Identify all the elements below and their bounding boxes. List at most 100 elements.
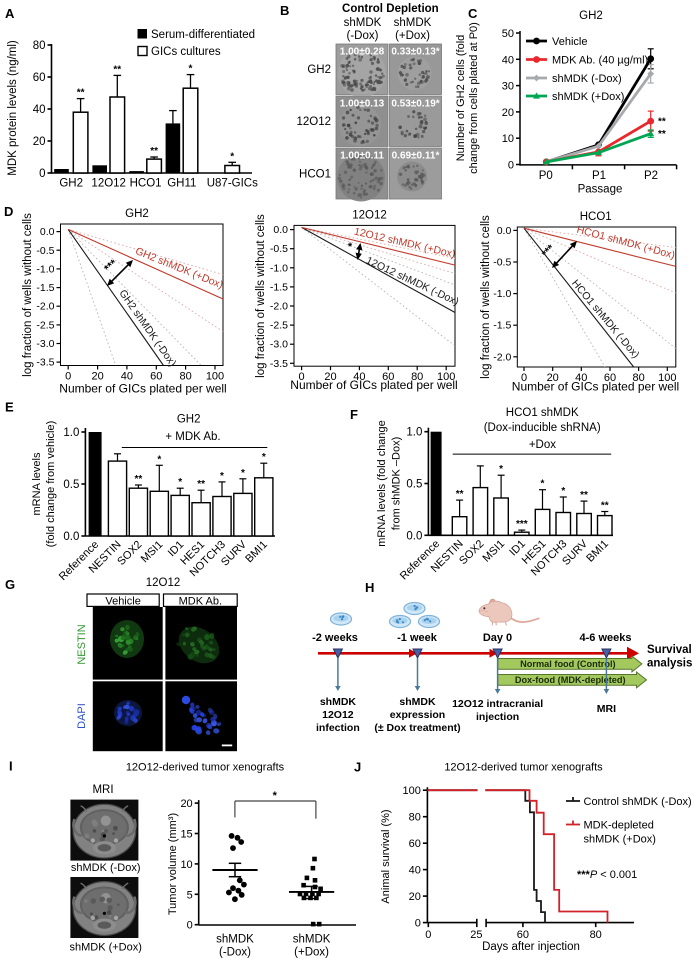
svg-text:shMDK: shMDK	[293, 934, 331, 946]
svg-text:***: ***	[102, 257, 120, 275]
svg-text:MSI1: MSI1	[139, 539, 166, 566]
svg-text:Dox-food (MDK-depleted): Dox-food (MDK-depleted)	[515, 675, 626, 685]
svg-text:(fold change from vehicle): (fold change from vehicle)	[45, 421, 57, 548]
svg-text:+Dox: +Dox	[529, 439, 556, 451]
svg-text:100: 100	[206, 371, 224, 383]
svg-text:shMDK (-Dox): shMDK (-Dox)	[71, 862, 141, 874]
svg-text:Day 0: Day 0	[483, 632, 512, 644]
svg-text:12O12-derived tumor xenografts: 12O12-derived tumor xenografts	[126, 762, 285, 774]
svg-text:40: 40	[409, 865, 421, 877]
svg-text:Vehicle: Vehicle	[552, 36, 587, 48]
svg-text:D: D	[4, 204, 13, 219]
svg-text:0.33±0.13*: 0.33±0.13*	[391, 47, 439, 58]
svg-text:log fraction of wells without: log fraction of wells without cells	[22, 213, 34, 377]
svg-text:mRNA levels: mRNA levels	[31, 452, 43, 515]
svg-text:80: 80	[179, 371, 191, 383]
svg-text:40: 40	[502, 54, 514, 66]
svg-text:**: **	[456, 489, 464, 500]
svg-text:*: *	[499, 464, 503, 475]
svg-text:-3.0: -3.0	[36, 338, 54, 350]
svg-text:Control shMDK (-Dox): Control shMDK (-Dox)	[584, 796, 692, 808]
svg-text:1.0: 1.0	[406, 427, 422, 439]
svg-text:0: 0	[65, 371, 71, 383]
svg-text:G: G	[5, 577, 15, 592]
svg-text:60: 60	[409, 838, 421, 850]
svg-text:J: J	[354, 760, 361, 775]
svg-text:20: 20	[547, 372, 559, 384]
svg-text:100: 100	[403, 785, 421, 797]
svg-text:20: 20	[180, 798, 192, 810]
svg-text:**: **	[658, 117, 666, 128]
svg-text:MRI: MRI	[597, 703, 616, 715]
svg-text:60: 60	[517, 929, 529, 941]
svg-text:HCO1: HCO1	[130, 178, 162, 190]
svg-text:-1.0: -1.0	[270, 262, 288, 274]
svg-text:HCO1: HCO1	[580, 211, 612, 223]
svg-text:Number of GICs plated per well: Number of GICs plated per well	[512, 380, 679, 394]
svg-text:20: 20	[324, 371, 336, 383]
svg-text:0: 0	[425, 929, 431, 941]
svg-text:80: 80	[411, 371, 423, 383]
svg-text:0.0: 0.0	[406, 530, 422, 542]
svg-text:SOX2: SOX2	[115, 539, 144, 568]
svg-text:-2.0: -2.0	[270, 301, 288, 313]
svg-text:-1.0: -1.0	[36, 263, 54, 275]
svg-text:log fraction of wells without: log fraction of wells without cells	[480, 215, 492, 379]
svg-text:0.0: 0.0	[273, 224, 288, 236]
svg-text:**: **	[580, 490, 588, 501]
svg-text:4-6 weeks: 4-6 weeks	[580, 632, 632, 644]
svg-text:-2 weeks: -2 weeks	[312, 632, 358, 644]
svg-text:12O12: 12O12	[91, 178, 126, 190]
svg-text:-2.0: -2.0	[493, 351, 511, 363]
svg-text:**: **	[135, 474, 143, 485]
svg-text:from shMDK –Dox): from shMDK –Dox)	[391, 437, 403, 531]
svg-text:50: 50	[502, 28, 514, 40]
svg-text:shMDK: shMDK	[344, 17, 382, 29]
svg-text:25: 25	[470, 929, 482, 941]
svg-text:80: 80	[632, 372, 644, 384]
svg-text:Animal survival (%): Animal survival (%)	[380, 809, 392, 903]
svg-text:0.69±0.11*: 0.69±0.11*	[392, 151, 440, 162]
svg-text:HCO1: HCO1	[299, 169, 331, 181]
svg-text:**: **	[150, 146, 158, 157]
svg-text:1.00±0.11: 1.00±0.11	[340, 151, 384, 162]
svg-text:**: **	[77, 88, 85, 99]
svg-text:0.0: 0.0	[63, 531, 79, 543]
svg-text:**: **	[658, 129, 666, 140]
svg-text:-0.5: -0.5	[36, 245, 54, 257]
svg-text:12O12 intracranial: 12O12 intracranial	[452, 698, 543, 710]
svg-text:shMDK (+Dox): shMDK (+Dox)	[69, 942, 141, 954]
svg-text:GH2: GH2	[177, 414, 201, 426]
svg-text:**: **	[197, 479, 205, 490]
svg-text:(-Dox): (-Dox)	[347, 30, 379, 42]
svg-text:Passage: Passage	[578, 184, 623, 196]
svg-text:U87-GICs: U87-GICs	[207, 178, 258, 190]
svg-text:*: *	[262, 452, 266, 463]
svg-text:*: *	[273, 790, 278, 802]
svg-text:shMDK: shMDK	[216, 934, 254, 946]
svg-text:HCO1 shMDK (-Dox): HCO1 shMDK (-Dox)	[569, 277, 642, 360]
svg-text:15: 15	[180, 829, 192, 841]
svg-text:-2.0: -2.0	[36, 301, 54, 313]
svg-text:GH2: GH2	[125, 208, 149, 220]
svg-text:P1: P1	[592, 170, 606, 182]
svg-text:12O12: 12O12	[296, 116, 331, 128]
svg-text:A: A	[5, 6, 15, 21]
svg-text:Normal food (Control): Normal food (Control)	[520, 659, 615, 669]
svg-text:Vehicle: Vehicle	[105, 595, 140, 607]
svg-text:Serum-differentiated: Serum-differentiated	[151, 29, 255, 41]
svg-text:-3.5: -3.5	[270, 358, 288, 370]
svg-text:H: H	[365, 580, 374, 595]
svg-text:Control: Control	[342, 3, 383, 15]
svg-text:Number of GH2 cells (fold: Number of GH2 cells (fold	[455, 35, 467, 162]
svg-text:20: 20	[409, 891, 421, 903]
svg-text:MDK Ab.: MDK Ab.	[179, 595, 222, 607]
svg-text:1.00±0.13: 1.00±0.13	[340, 99, 385, 110]
svg-text:*: *	[561, 486, 565, 497]
svg-text:12O12: 12O12	[146, 577, 181, 589]
svg-text:0: 0	[508, 160, 514, 172]
svg-text:*: *	[189, 64, 193, 75]
svg-text:P2: P2	[644, 170, 658, 182]
svg-text:shMDK (+Dox): shMDK (+Dox)	[584, 834, 656, 846]
svg-text:DAPI: DAPI	[76, 703, 88, 729]
